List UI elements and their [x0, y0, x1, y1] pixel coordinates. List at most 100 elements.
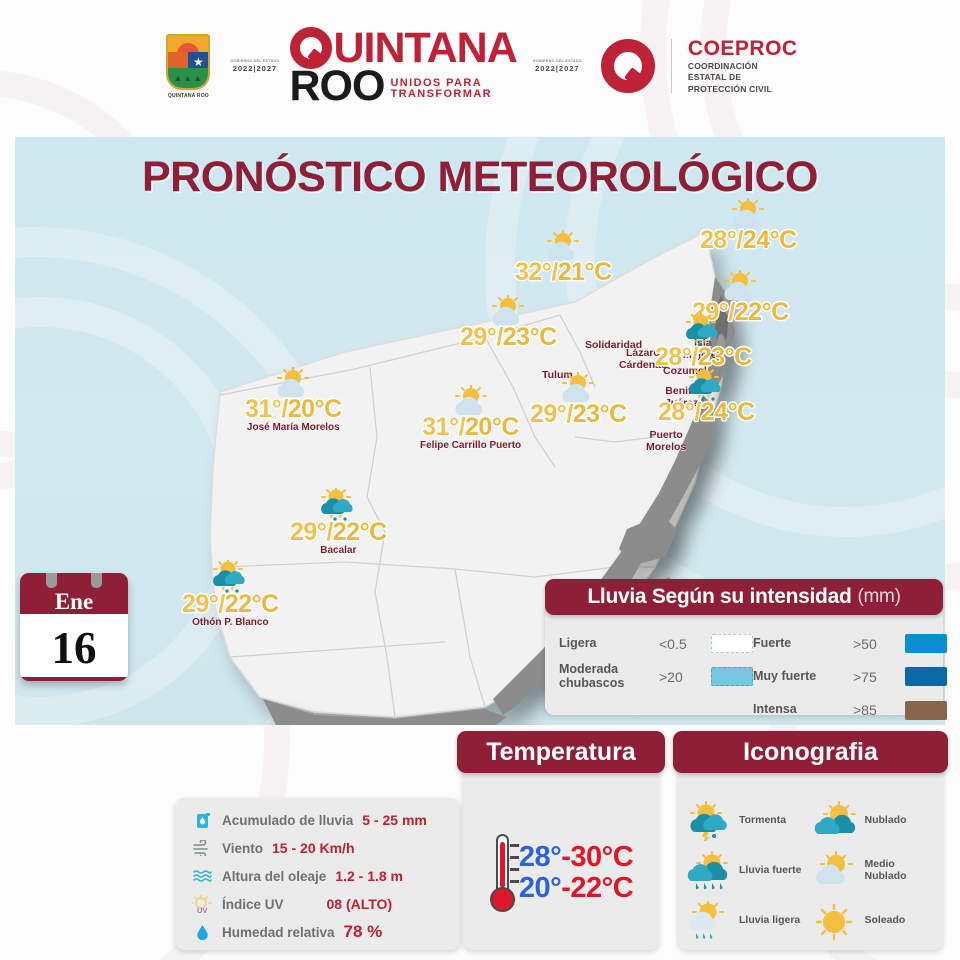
rain-swatch-intensa — [905, 700, 947, 720]
rain-legend-panel: Ligera <0.5 Fuerte >50 Moderada chubascos… — [545, 603, 947, 720]
brand-line-2: ROO UNIDOS PARA TRANSFORMAR — [289, 62, 493, 111]
icono-item-nublado: Nublado — [812, 796, 938, 846]
lluvia-ligera-icon — [689, 901, 725, 939]
rain-legend-row: Ligera <0.5 — [559, 629, 753, 658]
lluvia-ligera-icon — [182, 560, 279, 594]
icono-item-lluvia-ligera: Lluvia ligera — [686, 896, 812, 946]
city-label-tulum: Tulum — [542, 369, 573, 381]
forecast-temp: 28°/24°C — [700, 226, 797, 254]
forecast-tulum: 29°/23°C — [530, 370, 627, 429]
forecast-temp: 31°/20°C — [422, 413, 519, 441]
brand-years: GOBIERNO DEL ESTADO 2022|2027 — [230, 59, 280, 73]
quintana-roo-wordmark: GOBIERNO DEL ESTADO 2022|2027 UINTANA RO… — [230, 26, 518, 111]
temperature-max-range: 28°-30°C — [518, 840, 634, 873]
iconography-panel: Tormenta Nublado — [678, 760, 943, 950]
rain-legend-row: Moderada chubascos >20 — [559, 658, 753, 696]
rain-legend-header: Lluvia Según su intensidad (mm) — [545, 579, 943, 615]
brand-tagline: UNIDOS PARA TRANSFORMAR — [390, 76, 493, 101]
coat-of-arms-icon — [166, 33, 211, 90]
coeproc-block: COEPROC COORDINACIÓN ESTATAL DE PROTECCIÓN… — [688, 37, 798, 95]
forecast-temp: 28°/24°C — [658, 398, 755, 426]
stat-row-acumulado: Acumulado de lluvia 5 - 25 mm — [175, 806, 460, 834]
rain-swatch-moderada — [711, 667, 753, 687]
calendar-month: Ene — [20, 573, 128, 614]
temperature-panel: 28°-30°C 20°-22°C — [463, 760, 659, 950]
wind-icon — [191, 840, 213, 856]
medio-nublado-icon — [700, 196, 797, 230]
medio-nublado-icon — [692, 268, 789, 302]
svg-text:UV: UV — [197, 906, 207, 914]
forecast-isla-mujeres: 28°/24°C — [700, 196, 797, 255]
iconography-header: Iconografia — [673, 731, 948, 773]
lluvia-fuerte-icon — [687, 851, 729, 890]
city-label-lazaro-cardenas: Lázaro Cárdenas — [619, 347, 667, 372]
lluvia-ligera-icon — [655, 313, 752, 347]
forecast-temp: 29°/22°C — [182, 590, 279, 618]
forecast-temp: 32°/21°C — [515, 258, 612, 286]
forecast-lazaro-cardenas: 32°/21°C — [515, 228, 612, 287]
city-label-cozumel: Cozumel — [663, 365, 707, 377]
forecast-temp: 29°/22°C — [290, 518, 387, 546]
medio-nublado-icon — [815, 851, 853, 884]
forecast-city-name: Felipe Carrillo Puerto — [420, 440, 522, 451]
droplet-icon — [191, 924, 213, 941]
stat-row-viento: Viento 15 - 20 Km/h — [175, 834, 460, 862]
coeproc-q-icon — [600, 39, 655, 93]
icono-item-tormenta: Tormenta — [686, 796, 812, 846]
forecast-othon-p-blanco: 29°/22°C Othón P. Blanco — [182, 560, 279, 628]
rain-label-moderada: Moderada chubascos — [559, 662, 625, 690]
rain-legend-row: Muy fuerte >75 — [753, 658, 947, 696]
stat-row-humedad: Humedad relativa 78 % — [175, 918, 460, 946]
medio-nublado-icon — [245, 365, 342, 399]
forecast-city-name: Othón P. Blanco — [192, 617, 269, 628]
forecast-solidaridad: 29°/23°C — [460, 293, 557, 352]
forecast-temp: 28°/23°C — [655, 343, 752, 371]
coeproc-subtitle: COORDINACIÓN ESTATAL DE PROTECCIÓN CIVIL — [687, 60, 772, 94]
header-logo-bar: QUINTANA ROO GOBIERNO DEL ESTADO 2022|20… — [0, 0, 960, 132]
stat-row-uv: UV Índice UV 08 (ALTO) — [175, 890, 460, 918]
rain-swatch-muy-fuerte — [905, 667, 947, 687]
rain-legend-row: Fuerte >50 — [753, 629, 947, 658]
city-label-solidaridad-final: Solidaridad — [585, 339, 643, 351]
emblem-caption: QUINTANA ROO — [167, 92, 209, 99]
forecast-felipe-carrillo-puerto: 31°/20°C Felipe Carrillo Puerto — [420, 383, 521, 451]
rain-unit: (mm) — [857, 586, 901, 607]
medio-nublado-icon — [530, 370, 627, 404]
forecast-city-name: José María Morelos — [246, 422, 340, 433]
page-title: PRONÓSTICO METEOROLÓGICO — [141, 153, 819, 201]
calendar-ring-icon — [46, 573, 57, 588]
header-divider — [670, 39, 672, 93]
city-label-puerto-morelos: Puerto Morelos — [646, 429, 687, 454]
lluvia-ligera-icon — [658, 368, 755, 402]
forecast-temp: 29°/23°C — [460, 323, 557, 351]
icono-item-soleado: Soleado — [812, 896, 938, 946]
stat-row-oleaje: Altura del oleaje 1.2 - 1.8 m — [175, 862, 460, 890]
coeproc-years: GOBIERNO DEL ESTADO 2022|2027 — [532, 59, 582, 73]
forecast-temp: 29°/22°C — [692, 298, 789, 326]
icono-item-lluvia-fuerte: Lluvia fuerte — [686, 846, 812, 896]
forecast-bacalar: 29°/22°C Bacalar — [290, 488, 387, 556]
brand-years-small: GOBIERNO DEL ESTADO — [230, 59, 280, 64]
map-panel: PRONÓSTICO METEOROLÓGICO — [15, 137, 945, 725]
date-calendar: Ene 16 — [20, 573, 128, 681]
tormenta-icon — [689, 801, 727, 841]
rain-gauge-icon — [191, 811, 213, 829]
forecast-cozumel: 28°/24°C — [658, 368, 755, 427]
forecast-temp: 31°/20°C — [245, 395, 342, 423]
uv-sun-icon: UV — [191, 894, 213, 914]
medio-nublado-icon — [420, 383, 521, 417]
conditions-stats-panel: Acumulado de lluvia 5 - 25 mm Viento 15 … — [175, 798, 460, 950]
forecast-city-name: Bacalar — [320, 545, 357, 556]
icono-label-medio-nublado: Medio Nublado — [864, 858, 907, 882]
icono-item-medio-nublado: Medio Nublado — [812, 846, 938, 896]
waves-icon — [191, 869, 213, 883]
rain-legend-row: Intensa >85 — [753, 696, 947, 725]
calendar-ring-icon — [91, 573, 102, 588]
medio-nublado-icon — [515, 228, 612, 262]
quintana-roo-state-emblem: QUINTANA ROO — [162, 33, 214, 99]
medio-nublado-icon — [460, 293, 557, 327]
forecast-temp: 29°/23°C — [530, 400, 627, 428]
thermometer-icon — [489, 834, 519, 912]
brand-line-1: UINTANA — [289, 26, 518, 69]
rain-swatch-fuerte — [905, 634, 947, 653]
